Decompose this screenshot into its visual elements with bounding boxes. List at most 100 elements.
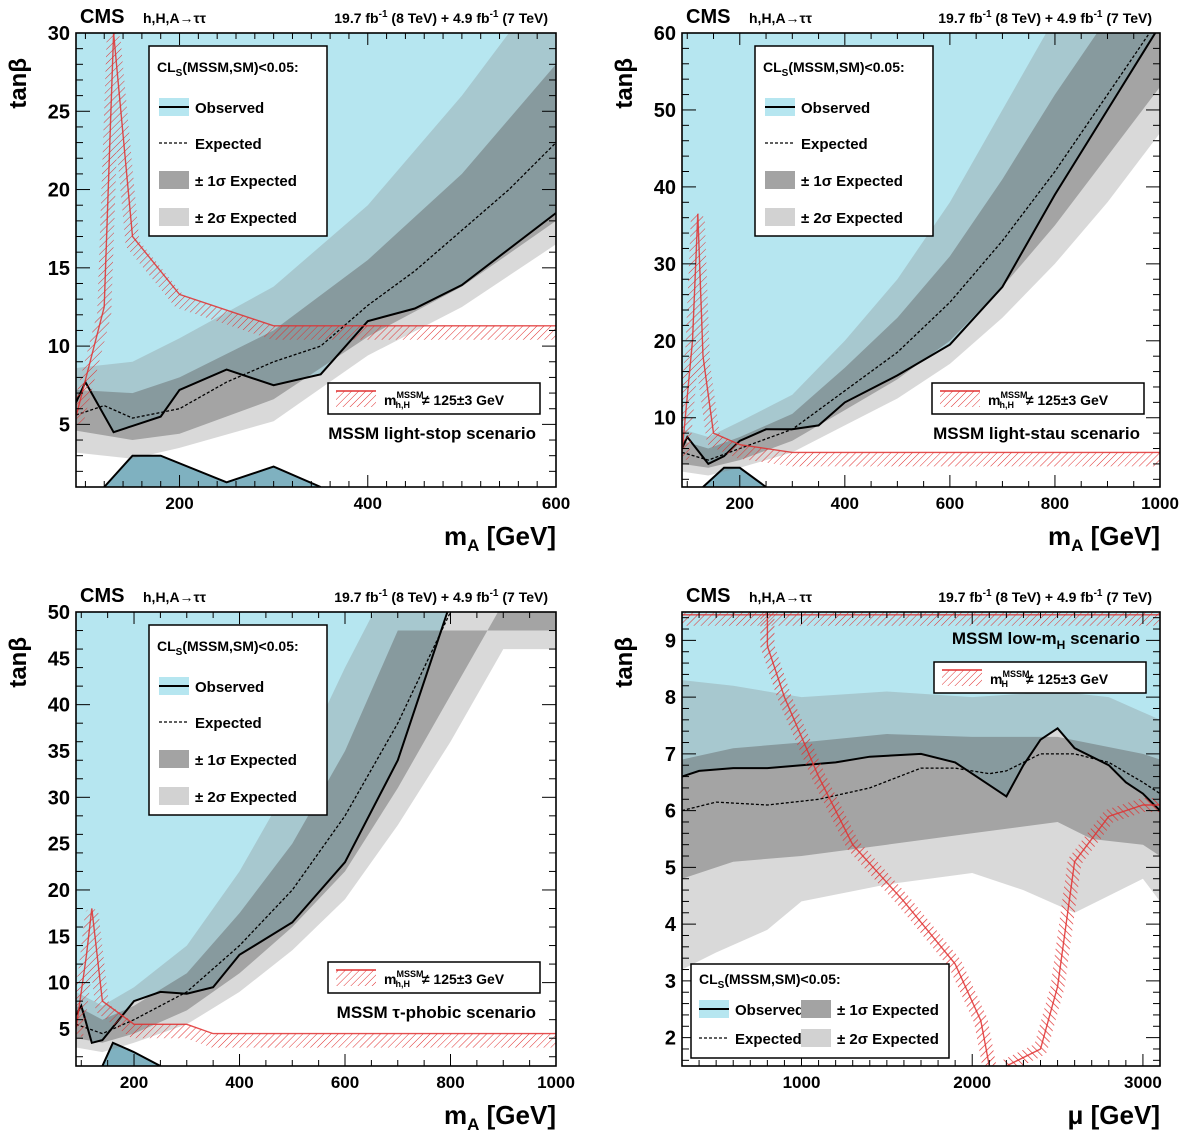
y-tick-label: 3 bbox=[665, 971, 676, 993]
legend-box bbox=[148, 45, 328, 237]
observed-line bbox=[76, 212, 556, 434]
y-axis-label: tanβ bbox=[611, 637, 638, 688]
y-tick-label: 5 bbox=[59, 414, 70, 436]
mass-exclusion-legend: mMSSM H ≠ 125±3 GeV bbox=[933, 661, 1147, 694]
legend-2sigma-swatch bbox=[159, 208, 189, 226]
y-tick-label: 30 bbox=[48, 23, 70, 45]
legend-observed-label: Observed bbox=[801, 100, 870, 117]
legend-2sigma-swatch bbox=[765, 208, 795, 226]
mass-exclusion-right-line bbox=[1006, 804, 1160, 1066]
y-tick-label: 25 bbox=[48, 834, 70, 856]
mass-exclusion-contour-hatch bbox=[76, 908, 556, 1048]
observed-lower-line bbox=[101, 1041, 161, 1066]
legend-2sigma-label: ± 2σ Expected bbox=[195, 210, 297, 227]
legend-2sigma-label: ± 2σ Expected bbox=[195, 789, 297, 806]
x-tick-label: 3000 bbox=[1124, 1073, 1162, 1092]
x-axis-label: mA [GeV] bbox=[444, 521, 556, 555]
y-tick-label: 8 bbox=[665, 687, 676, 709]
mass-exclusion-label: mMSSM H ≠ 125±3 GeV bbox=[990, 669, 1109, 689]
process-label: h,H,A→ττ bbox=[143, 10, 207, 26]
mass-exclusion-label: mMSSM h,H ≠ 125±3 GeV bbox=[384, 969, 505, 989]
mass-exclusion-legend: mMSSM h,H ≠ 125±3 GeV bbox=[327, 382, 541, 415]
y-tick-label: 50 bbox=[654, 100, 676, 122]
scenario-label: MSSM low-mH scenario bbox=[952, 629, 1140, 652]
x-tick-label: 600 bbox=[542, 494, 570, 513]
y-tick-label: 30 bbox=[48, 787, 70, 809]
legend-title: CLS(MSSM,SM)<0.05: bbox=[157, 59, 299, 79]
y-tick-label: 40 bbox=[48, 695, 70, 717]
mass-exclusion-legend: mMSSM h,H ≠ 125±3 GeV bbox=[327, 961, 541, 994]
x-tick-label: 400 bbox=[831, 494, 859, 513]
process-label: h,H,A→ττ bbox=[143, 589, 207, 605]
chart-panel-4: 1000 2000 3000 2 3 4 5 6 7 8 9 μ [GeV] tanβ CMS h,H,A→… bbox=[611, 585, 1162, 1130]
y-tick-label: 60 bbox=[654, 23, 676, 45]
y-tick-label: 5 bbox=[665, 857, 676, 879]
legend-expected-label: Expected bbox=[195, 136, 262, 153]
legend: CLS(MSSM,SM)<0.05: Observed ± 1σ Expected E… bbox=[690, 963, 950, 1059]
legend: CLS(MSSM,SM)<0.05: Observed Expected ± 1σ E… bbox=[148, 45, 328, 237]
mass-exclusion-swatch bbox=[336, 970, 376, 986]
mass-exclusion-swatch bbox=[940, 391, 980, 407]
mass-exclusion-contour-line bbox=[76, 33, 556, 417]
x-tick-label: 1000 bbox=[783, 1073, 821, 1092]
y-tick-label: 9 bbox=[665, 630, 676, 652]
legend-observed-label: Observed bbox=[195, 679, 264, 696]
y-axis-label: tanβ bbox=[611, 58, 638, 109]
observed-lower-line bbox=[103, 454, 322, 487]
expected-line bbox=[682, 33, 1151, 461]
x-tick-label: 2000 bbox=[953, 1073, 991, 1092]
x-tick-label: 1000 bbox=[537, 1073, 575, 1092]
y-tick-label: 50 bbox=[48, 602, 70, 624]
band-2sigma bbox=[76, 612, 556, 1053]
scenario-label: MSSM light-stau scenario bbox=[933, 424, 1140, 443]
y-tick-label: 20 bbox=[48, 880, 70, 902]
y-tick-label: 20 bbox=[654, 331, 676, 353]
legend-1sigma-swatch bbox=[801, 1000, 831, 1018]
band-1sigma bbox=[682, 33, 1160, 468]
experiment-label: CMS bbox=[686, 6, 730, 28]
x-axis-label: mA [GeV] bbox=[444, 1100, 556, 1133]
mass-exclusion-left-line bbox=[766, 612, 990, 1066]
y-tick-label: 30 bbox=[654, 254, 676, 276]
legend: CLS(MSSM,SM)<0.05: Observed Expected ± 1σ E… bbox=[754, 45, 934, 237]
legend-observed-label: Observed bbox=[735, 1002, 804, 1019]
x-tick-label: 200 bbox=[726, 494, 754, 513]
y-tick-label: 4 bbox=[665, 914, 677, 936]
y-tick-label: 20 bbox=[48, 180, 70, 202]
expected-line bbox=[76, 142, 556, 419]
band-2sigma bbox=[76, 33, 556, 459]
x-tick-label: 600 bbox=[936, 494, 964, 513]
scenario-label: MSSM τ-phobic scenario bbox=[337, 1003, 536, 1022]
legend-observed-label: Observed bbox=[195, 100, 264, 117]
luminosity-label: 19.7 fb-1 (8 TeV) + 4.9 fb-1 (7 TeV) bbox=[334, 9, 548, 26]
x-tick-label: 800 bbox=[1041, 494, 1069, 513]
y-tick-label: 10 bbox=[48, 973, 70, 995]
luminosity-label: 19.7 fb-1 (8 TeV) + 4.9 fb-1 (7 TeV) bbox=[938, 9, 1152, 26]
x-tick-label: 800 bbox=[436, 1073, 464, 1092]
experiment-label: CMS bbox=[686, 585, 730, 607]
y-tick-label: 7 bbox=[665, 744, 676, 766]
legend-2sigma-label: ± 2σ Expected bbox=[801, 210, 903, 227]
process-label: h,H,A→ττ bbox=[749, 589, 813, 605]
x-tick-label: 600 bbox=[331, 1073, 359, 1092]
legend-expected-label: Expected bbox=[195, 715, 262, 732]
legend-expected-label: Expected bbox=[735, 1031, 802, 1048]
legend-expected-label: Expected bbox=[801, 136, 868, 153]
band-1sigma bbox=[682, 734, 1160, 879]
y-tick-label: 35 bbox=[48, 741, 70, 763]
observed-line bbox=[682, 33, 1157, 466]
legend-1sigma-swatch bbox=[765, 171, 795, 189]
legend-2sigma-swatch bbox=[801, 1029, 831, 1047]
x-tick-label: 200 bbox=[165, 494, 193, 513]
luminosity-label: 19.7 fb-1 (8 TeV) + 4.9 fb-1 (7 TeV) bbox=[334, 588, 548, 605]
y-tick-label: 2 bbox=[665, 1028, 676, 1050]
mass-exclusion-box bbox=[327, 961, 541, 994]
y-tick-label: 10 bbox=[48, 336, 70, 358]
x-tick-label: 1000 bbox=[1141, 494, 1179, 513]
x-tick-label: 200 bbox=[120, 1073, 148, 1092]
process-label: h,H,A→ττ bbox=[749, 10, 813, 26]
observed-lower-excluded-region bbox=[104, 455, 321, 487]
mass-exclusion-label: mMSSM h,H ≠ 125±3 GeV bbox=[988, 390, 1109, 410]
mass-exclusion-contour-line bbox=[76, 908, 556, 1035]
